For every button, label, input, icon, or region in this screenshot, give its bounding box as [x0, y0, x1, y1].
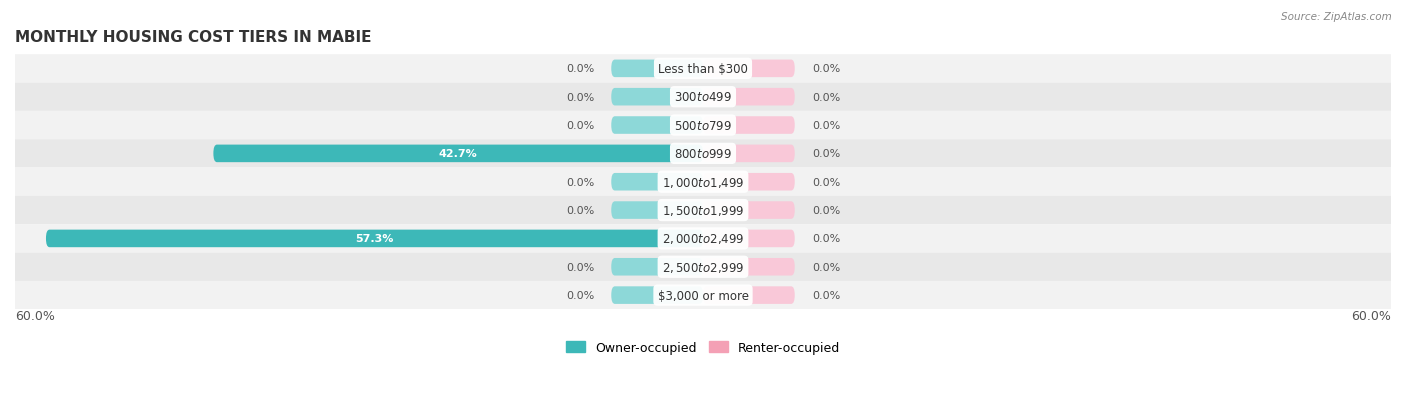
FancyBboxPatch shape	[703, 259, 794, 276]
FancyBboxPatch shape	[612, 89, 703, 106]
FancyBboxPatch shape	[703, 145, 794, 163]
FancyBboxPatch shape	[15, 225, 1391, 253]
Text: 0.0%: 0.0%	[811, 290, 841, 300]
Text: $1,000 to $1,499: $1,000 to $1,499	[662, 175, 744, 189]
FancyBboxPatch shape	[703, 202, 794, 219]
Text: 0.0%: 0.0%	[565, 121, 595, 131]
FancyBboxPatch shape	[15, 83, 1391, 112]
FancyBboxPatch shape	[46, 230, 703, 248]
FancyBboxPatch shape	[15, 197, 1391, 225]
Text: 0.0%: 0.0%	[565, 290, 595, 300]
Text: 0.0%: 0.0%	[565, 206, 595, 216]
FancyBboxPatch shape	[15, 140, 1391, 168]
Text: Less than $300: Less than $300	[658, 63, 748, 76]
FancyBboxPatch shape	[612, 259, 703, 276]
Text: $1,500 to $1,999: $1,500 to $1,999	[662, 204, 744, 218]
FancyBboxPatch shape	[703, 60, 794, 78]
Text: $2,500 to $2,999: $2,500 to $2,999	[662, 260, 744, 274]
FancyBboxPatch shape	[612, 117, 703, 135]
FancyBboxPatch shape	[15, 55, 1391, 83]
FancyBboxPatch shape	[15, 253, 1391, 281]
Text: 0.0%: 0.0%	[811, 149, 841, 159]
Text: 0.0%: 0.0%	[565, 262, 595, 272]
Text: $3,000 or more: $3,000 or more	[658, 289, 748, 302]
Legend: Owner-occupied, Renter-occupied: Owner-occupied, Renter-occupied	[561, 336, 845, 359]
FancyBboxPatch shape	[15, 112, 1391, 140]
Text: 0.0%: 0.0%	[565, 93, 595, 102]
FancyBboxPatch shape	[612, 202, 703, 219]
Text: 0.0%: 0.0%	[811, 121, 841, 131]
FancyBboxPatch shape	[214, 145, 703, 163]
FancyBboxPatch shape	[703, 287, 794, 304]
FancyBboxPatch shape	[703, 89, 794, 106]
FancyBboxPatch shape	[703, 230, 794, 248]
Text: Source: ZipAtlas.com: Source: ZipAtlas.com	[1281, 12, 1392, 22]
Text: 0.0%: 0.0%	[811, 234, 841, 244]
Text: 0.0%: 0.0%	[811, 262, 841, 272]
FancyBboxPatch shape	[612, 287, 703, 304]
Text: $800 to $999: $800 to $999	[673, 147, 733, 161]
Text: 0.0%: 0.0%	[811, 64, 841, 74]
Text: 0.0%: 0.0%	[811, 177, 841, 187]
Text: $500 to $799: $500 to $799	[673, 119, 733, 132]
Text: 57.3%: 57.3%	[356, 234, 394, 244]
Text: MONTHLY HOUSING COST TIERS IN MABIE: MONTHLY HOUSING COST TIERS IN MABIE	[15, 30, 371, 45]
Text: 0.0%: 0.0%	[565, 177, 595, 187]
FancyBboxPatch shape	[15, 168, 1391, 197]
Text: 0.0%: 0.0%	[565, 64, 595, 74]
FancyBboxPatch shape	[703, 173, 794, 191]
Text: 60.0%: 60.0%	[1351, 309, 1391, 323]
Text: 0.0%: 0.0%	[811, 206, 841, 216]
FancyBboxPatch shape	[703, 117, 794, 135]
Text: 60.0%: 60.0%	[15, 309, 55, 323]
Text: 42.7%: 42.7%	[439, 149, 478, 159]
Text: $2,000 to $2,499: $2,000 to $2,499	[662, 232, 744, 246]
FancyBboxPatch shape	[15, 281, 1391, 309]
FancyBboxPatch shape	[612, 60, 703, 78]
Text: $300 to $499: $300 to $499	[673, 91, 733, 104]
FancyBboxPatch shape	[612, 173, 703, 191]
Text: 0.0%: 0.0%	[811, 93, 841, 102]
